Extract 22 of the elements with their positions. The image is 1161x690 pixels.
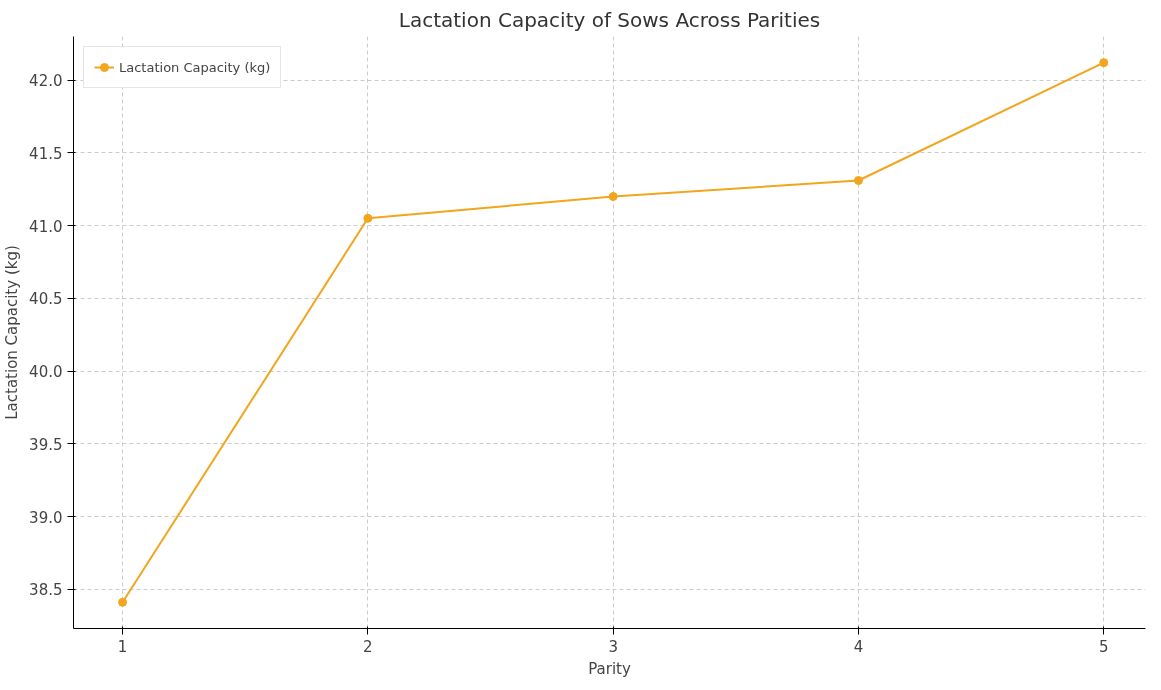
x-tick-label: 3 xyxy=(608,637,618,656)
y-axis-title: Lactation Capacity (kg) xyxy=(3,245,22,420)
point xyxy=(608,192,618,201)
point xyxy=(1099,58,1109,68)
point xyxy=(363,213,373,223)
y-tick-label: 41.5 xyxy=(29,144,63,163)
y-tick-label: 40.5 xyxy=(29,290,63,309)
chart-title: Lactation Capacity of Sows Across Parities xyxy=(398,7,821,32)
legend-label: Lactation Capacity (kg) xyxy=(119,59,271,75)
point xyxy=(853,176,863,185)
y-tick-label: 40.0 xyxy=(29,363,63,382)
x-tick-label: 1 xyxy=(117,637,128,656)
x-tick-label: 2 xyxy=(363,637,373,656)
point xyxy=(118,597,128,607)
x-tick-label: 5 xyxy=(1099,637,1109,656)
y-tick-label: 39.0 xyxy=(29,508,63,527)
y-tick-label: 38.5 xyxy=(29,581,63,600)
x-tick-label: 4 xyxy=(853,637,864,656)
x-axis-title: Parity xyxy=(588,659,631,678)
y-tick-label: 39.5 xyxy=(29,435,63,454)
y-tick-label: 41.0 xyxy=(29,217,63,236)
y-tick-label: 42.0 xyxy=(29,72,63,91)
